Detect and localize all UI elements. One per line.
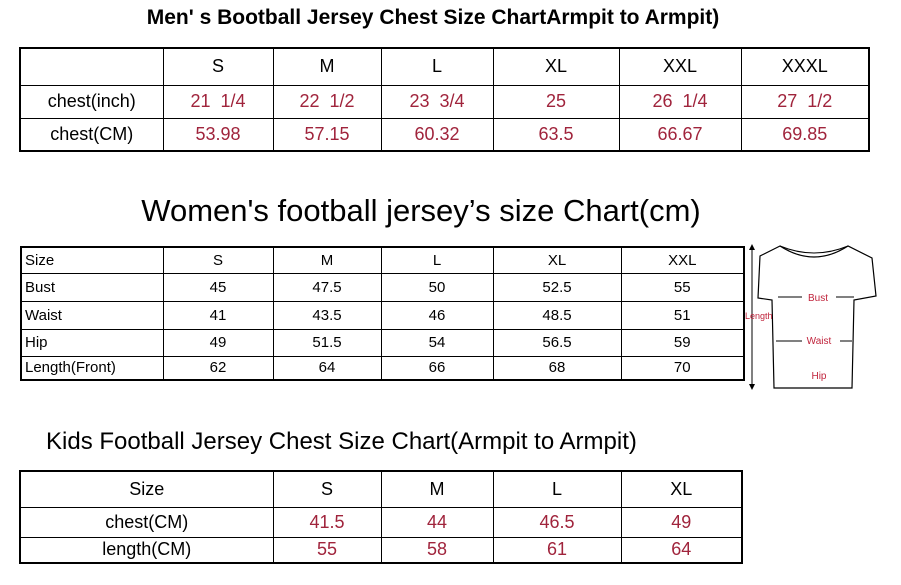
table-cell: 51.5 xyxy=(272,328,382,357)
table-cell: 25 xyxy=(492,84,620,119)
hip-label: Hip xyxy=(811,371,826,382)
table-cell: XL xyxy=(492,246,622,274)
table-cell: 49 xyxy=(620,506,743,538)
table-cell: chest(CM) xyxy=(19,506,274,538)
table-cell: 22 1/2 xyxy=(272,84,382,119)
women-title: Women's football jersey’s size Chart(cm) xyxy=(141,193,701,228)
men-table: S M L XL XXL XXXL chest(inch) 21 1/4 22 1/2 23 3/… xyxy=(19,47,870,152)
table-cell: 27 1/2 xyxy=(740,84,870,119)
table-cell: 21 1/4 xyxy=(162,84,274,119)
table-row: Waist 41 43.5 46 48.5 51 xyxy=(20,300,745,330)
table-cell: 46.5 xyxy=(492,506,622,538)
table-cell: 64 xyxy=(272,355,382,381)
table-cell: Size xyxy=(20,246,164,274)
table-row: Length(Front) 62 64 66 68 70 xyxy=(20,355,745,381)
table-cell: 51 xyxy=(620,300,745,330)
table-cell: 48.5 xyxy=(492,300,622,330)
table-cell: 26 1/4 xyxy=(618,84,742,119)
table-cell: 43.5 xyxy=(272,300,382,330)
table-cell: 66 xyxy=(380,355,494,381)
table-cell: Waist xyxy=(20,300,164,330)
kids-title: Kids Football Jersey Chest Size Chart(Ar… xyxy=(46,428,637,455)
table-cell: 53.98 xyxy=(162,117,274,152)
table-cell: 44 xyxy=(380,506,494,538)
header-row: S M L XL XXL XXXL xyxy=(19,47,870,86)
table-cell: length(CM) xyxy=(19,536,274,564)
table-cell: 70 xyxy=(620,355,745,381)
table-cell: XXXL xyxy=(740,47,870,86)
table-row: Hip 49 51.5 54 56.5 59 xyxy=(20,328,745,357)
shirt-diagram: Bust Waist Hip Length xyxy=(745,244,877,390)
table-cell: 55 xyxy=(272,536,382,564)
table-cell: 49 xyxy=(162,328,274,357)
table-cell: 47.5 xyxy=(272,272,382,302)
table-cell: 62 xyxy=(162,355,274,381)
table-cell: 23 3/4 xyxy=(380,84,494,119)
table-cell: 68 xyxy=(492,355,622,381)
table-cell: 66.67 xyxy=(618,117,742,152)
header-row: Size S M L XL xyxy=(19,470,743,508)
table-cell xyxy=(19,47,164,86)
table-cell: 63.5 xyxy=(492,117,620,152)
table-cell: chest(inch) xyxy=(19,84,164,119)
table-cell: 58 xyxy=(380,536,494,564)
table-cell: 61 xyxy=(492,536,622,564)
table-cell: 52.5 xyxy=(492,272,622,302)
table-row: chest(inch) 21 1/4 22 1/2 23 3/4 25 26 1/4 27 … xyxy=(19,84,870,119)
table-row: chest(CM) 41.5 44 46.5 49 xyxy=(19,506,743,538)
table-row: Bust 45 47.5 50 52.5 55 xyxy=(20,272,745,302)
table-cell: XL xyxy=(492,47,620,86)
table-cell: 50 xyxy=(380,272,494,302)
table-cell: S xyxy=(162,47,274,86)
table-cell: 64 xyxy=(620,536,743,564)
table-row: length(CM) 55 58 61 64 xyxy=(19,536,743,564)
kids-table: Size S M L XL chest(CM) 41.5 44 46.5 49 length(CM)… xyxy=(19,470,743,564)
table-cell: 60.32 xyxy=(380,117,494,152)
table-cell: M xyxy=(272,47,382,86)
men-title: Men' s Bootball Jersey Chest Size ChartA… xyxy=(146,6,720,29)
table-cell: L xyxy=(380,47,494,86)
table-cell: 54 xyxy=(380,328,494,357)
length-label: Length xyxy=(745,311,773,321)
table-cell: XXL xyxy=(620,246,745,274)
table-cell: Size xyxy=(19,470,274,508)
table-cell: M xyxy=(380,470,494,508)
header-row: Size S M L XL XXL xyxy=(20,246,745,274)
table-cell: 41 xyxy=(162,300,274,330)
table-cell: 45 xyxy=(162,272,274,302)
table-cell: Hip xyxy=(20,328,164,357)
bust-label: Bust xyxy=(808,293,828,304)
table-cell: Bust xyxy=(20,272,164,302)
table-cell: S xyxy=(272,470,382,508)
table-row: chest(CM) 53.98 57.15 60.32 63.5 66.67 69.85 xyxy=(19,117,870,152)
table-cell: 69.85 xyxy=(740,117,870,152)
table-cell: 41.5 xyxy=(272,506,382,538)
table-cell: 46 xyxy=(380,300,494,330)
table-cell: 57.15 xyxy=(272,117,382,152)
table-cell: L xyxy=(492,470,622,508)
table-cell: 59 xyxy=(620,328,745,357)
women-table: Size S M L XL XXL Bust 45 47.5 50 52.5 55 Waist 41 43.… xyxy=(20,246,745,381)
table-cell: M xyxy=(272,246,382,274)
table-cell: XL xyxy=(620,470,743,508)
table-cell: 56.5 xyxy=(492,328,622,357)
waist-label: Waist xyxy=(807,336,832,347)
table-cell: 55 xyxy=(620,272,745,302)
table-cell: XXL xyxy=(618,47,742,86)
table-cell: Length(Front) xyxy=(20,355,164,381)
table-cell: S xyxy=(162,246,274,274)
table-cell: L xyxy=(380,246,494,274)
table-cell: chest(CM) xyxy=(19,117,164,152)
